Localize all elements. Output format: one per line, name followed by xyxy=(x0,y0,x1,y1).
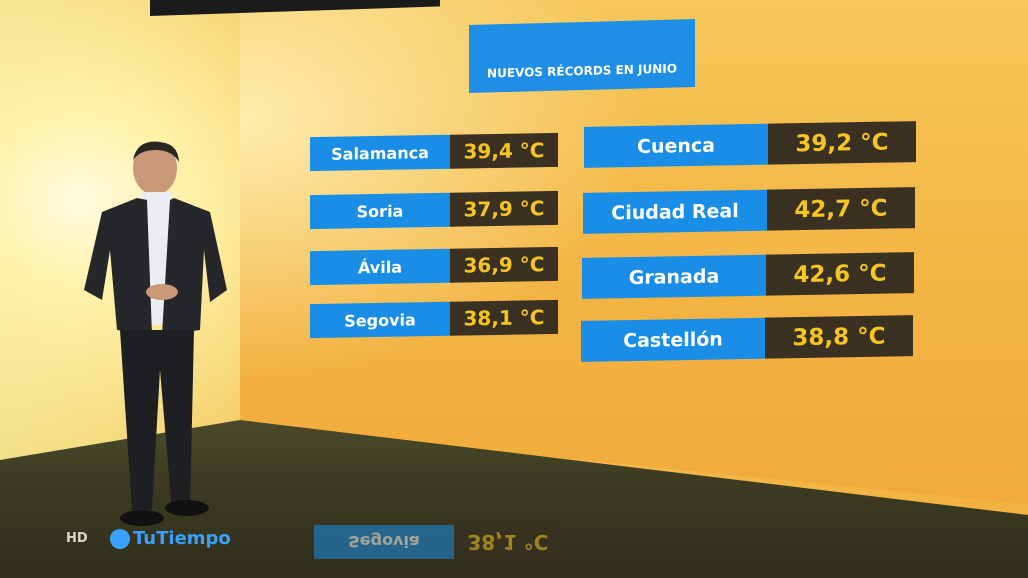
city-label: Salamanca xyxy=(310,134,450,172)
floor-reflection: Segovia 38,1 °C xyxy=(314,525,562,559)
temp-value: 37,9 °C xyxy=(450,190,558,227)
reflection-label: Segovia xyxy=(314,525,454,559)
antena3-icon xyxy=(110,528,130,549)
temp-value: 38,8 °C xyxy=(765,315,913,359)
graphic-title: NUEVOS RÉCORDS EN JUNIO xyxy=(469,19,695,93)
record-row: Ávila 36,9 °C xyxy=(310,246,558,286)
city-label: Segovia xyxy=(310,301,450,339)
city-label: Cuenca xyxy=(584,123,768,168)
presenter-figure xyxy=(84,141,227,526)
temp-value: 42,7 °C xyxy=(767,187,915,231)
city-label: Castellón xyxy=(581,317,765,362)
record-row: Granada 42,6 °C xyxy=(582,252,914,299)
record-row: Segovia 38,1 °C xyxy=(310,299,558,339)
brand-logo: TuTiempo xyxy=(110,528,231,549)
record-row: Soria 37,9 °C xyxy=(310,190,558,230)
record-row: Castellón 38,8 °C xyxy=(581,315,913,362)
temp-value: 39,4 °C xyxy=(450,132,558,169)
city-label: Granada xyxy=(582,254,766,299)
brand-name: TuTiempo xyxy=(133,528,231,549)
record-row: Cuenca 39,2 °C xyxy=(584,121,916,168)
record-row: Salamanca 39,4 °C xyxy=(310,132,558,172)
temp-value: 36,9 °C xyxy=(450,246,558,283)
reflection-value: 38,1 °C xyxy=(454,525,562,559)
hd-badge: HD xyxy=(66,531,88,546)
record-row: Ciudad Real 42,7 °C xyxy=(583,187,915,234)
temp-value: 38,1 °C xyxy=(450,299,558,336)
temp-value: 39,2 °C xyxy=(768,121,916,165)
temp-value: 42,6 °C xyxy=(766,252,914,296)
city-label: Ávila xyxy=(310,248,450,286)
city-label: Ciudad Real xyxy=(583,189,767,234)
city-label: Soria xyxy=(310,192,450,230)
